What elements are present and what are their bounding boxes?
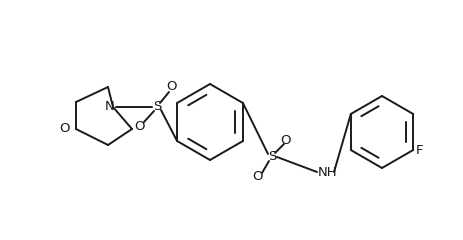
Text: O: O xyxy=(280,133,291,146)
Text: S: S xyxy=(267,150,275,163)
Text: N: N xyxy=(105,101,115,114)
Text: S: S xyxy=(152,101,161,114)
Text: O: O xyxy=(134,120,145,133)
Text: F: F xyxy=(415,144,423,156)
Text: NH: NH xyxy=(317,166,337,179)
Text: O: O xyxy=(252,170,263,184)
Text: O: O xyxy=(59,122,70,136)
Text: O: O xyxy=(166,80,177,94)
